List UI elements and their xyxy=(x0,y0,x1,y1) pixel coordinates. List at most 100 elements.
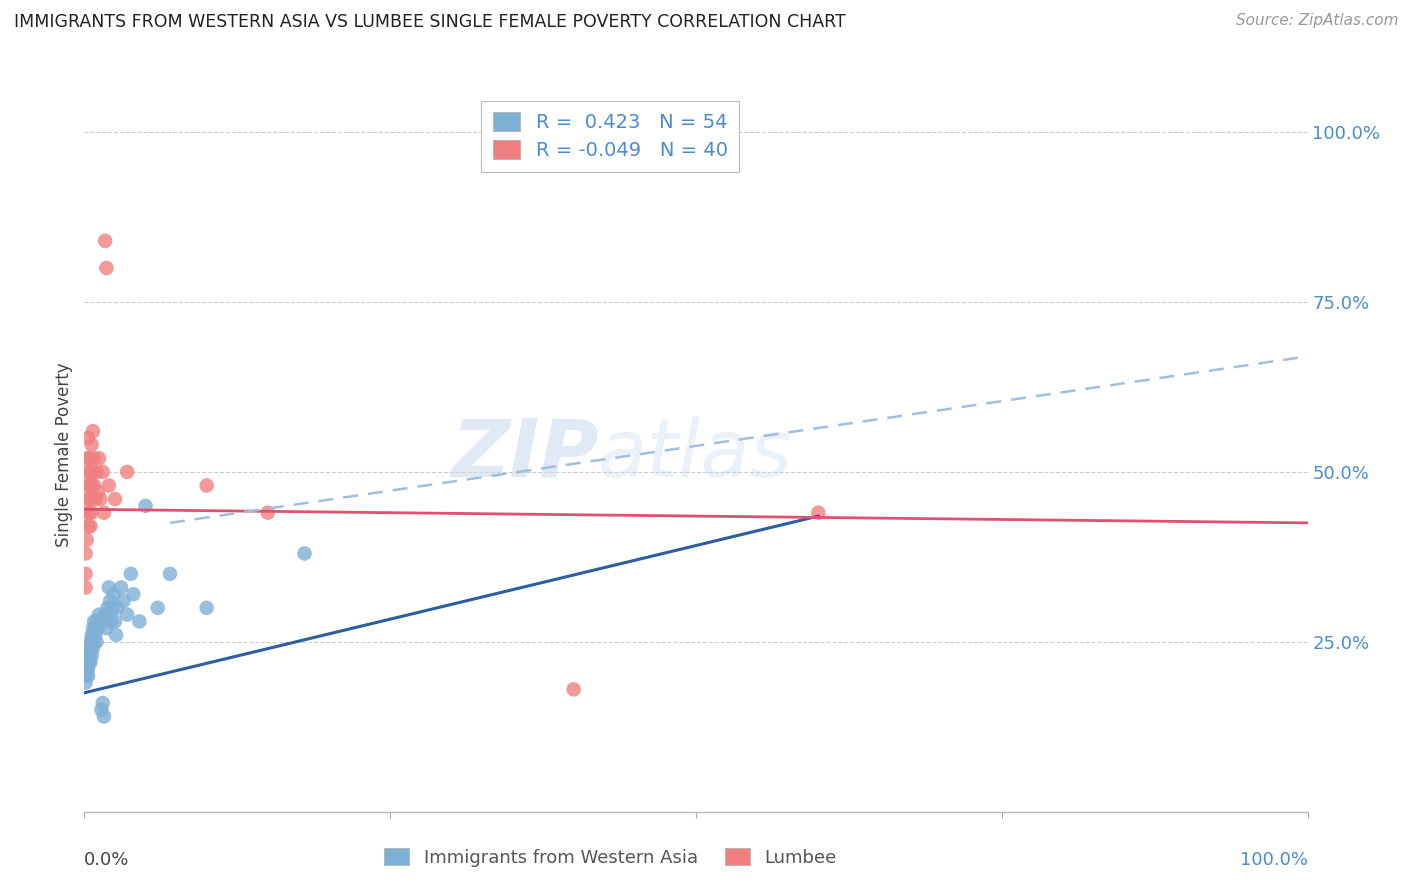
Point xyxy=(76,533,98,547)
Point xyxy=(105,628,128,642)
Point xyxy=(112,594,135,608)
Point xyxy=(104,492,127,507)
Point xyxy=(120,566,142,581)
Point xyxy=(86,635,108,649)
Point xyxy=(195,600,218,615)
Point xyxy=(83,635,105,649)
Text: ZIP: ZIP xyxy=(451,416,598,494)
Point xyxy=(87,451,110,466)
Point xyxy=(77,662,100,676)
Point xyxy=(87,607,110,622)
Point xyxy=(80,635,103,649)
Point xyxy=(294,546,316,560)
Point xyxy=(89,492,111,507)
Point xyxy=(76,451,98,466)
Point xyxy=(115,465,138,479)
Point xyxy=(77,431,100,445)
Point xyxy=(135,499,157,513)
Point xyxy=(79,635,101,649)
Point xyxy=(82,621,104,635)
Point xyxy=(97,478,120,492)
Point xyxy=(84,628,107,642)
Point xyxy=(83,451,105,466)
Point xyxy=(96,621,118,635)
Point xyxy=(80,648,103,663)
Point xyxy=(82,424,104,438)
Point xyxy=(195,478,218,492)
Point xyxy=(80,506,103,520)
Point xyxy=(105,600,128,615)
Text: Source: ZipAtlas.com: Source: ZipAtlas.com xyxy=(1236,13,1399,29)
Point xyxy=(159,566,181,581)
Point xyxy=(80,438,103,452)
Point xyxy=(87,621,110,635)
Text: atlas: atlas xyxy=(598,416,793,494)
Point xyxy=(77,465,100,479)
Point xyxy=(100,615,122,629)
Point xyxy=(77,492,100,507)
Point xyxy=(77,655,100,669)
Point xyxy=(84,621,107,635)
Point xyxy=(79,655,101,669)
Point xyxy=(83,478,105,492)
Point xyxy=(97,600,120,615)
Point xyxy=(110,581,132,595)
Point xyxy=(86,465,108,479)
Point xyxy=(77,478,100,492)
Point xyxy=(94,607,117,622)
Point xyxy=(79,519,101,533)
Point xyxy=(98,594,121,608)
Point xyxy=(77,506,100,520)
Point xyxy=(77,519,100,533)
Point xyxy=(146,600,169,615)
Point xyxy=(93,709,115,723)
Point xyxy=(82,628,104,642)
Point xyxy=(79,465,101,479)
Point xyxy=(75,581,97,595)
Point xyxy=(77,655,100,669)
Point xyxy=(76,662,98,676)
Point xyxy=(91,465,114,479)
Text: IMMIGRANTS FROM WESTERN ASIA VS LUMBEE SINGLE FEMALE POVERTY CORRELATION CHART: IMMIGRANTS FROM WESTERN ASIA VS LUMBEE S… xyxy=(14,13,846,31)
Point xyxy=(75,546,97,560)
Point xyxy=(75,655,97,669)
Point xyxy=(115,607,138,622)
Point xyxy=(77,451,100,466)
Point xyxy=(82,465,104,479)
Point xyxy=(103,587,125,601)
Point xyxy=(76,669,98,683)
Y-axis label: Single Female Poverty: Single Female Poverty xyxy=(55,363,73,547)
Point xyxy=(94,234,117,248)
Point xyxy=(89,615,111,629)
Point xyxy=(75,675,97,690)
Point xyxy=(87,485,110,500)
Point xyxy=(104,615,127,629)
Point xyxy=(84,492,107,507)
Point xyxy=(97,581,120,595)
Point xyxy=(90,703,112,717)
Point xyxy=(75,566,97,581)
Point xyxy=(77,648,100,663)
Point xyxy=(257,506,280,520)
Legend: Immigrants from Western Asia, Lumbee: Immigrants from Western Asia, Lumbee xyxy=(377,841,844,874)
Point xyxy=(82,641,104,656)
Text: 0.0%: 0.0% xyxy=(84,851,129,869)
Point xyxy=(101,600,124,615)
Text: 100.0%: 100.0% xyxy=(1240,851,1308,869)
Point xyxy=(93,506,115,520)
Point xyxy=(79,641,101,656)
Point xyxy=(80,628,103,642)
Point xyxy=(79,492,101,507)
Point xyxy=(83,615,105,629)
Point xyxy=(76,478,98,492)
Point xyxy=(96,260,118,275)
Point xyxy=(77,641,100,656)
Point xyxy=(77,669,100,683)
Point xyxy=(80,478,103,492)
Point xyxy=(562,682,585,697)
Point xyxy=(122,587,145,601)
Point xyxy=(76,506,98,520)
Point xyxy=(86,615,108,629)
Point xyxy=(76,648,98,663)
Point xyxy=(91,696,114,710)
